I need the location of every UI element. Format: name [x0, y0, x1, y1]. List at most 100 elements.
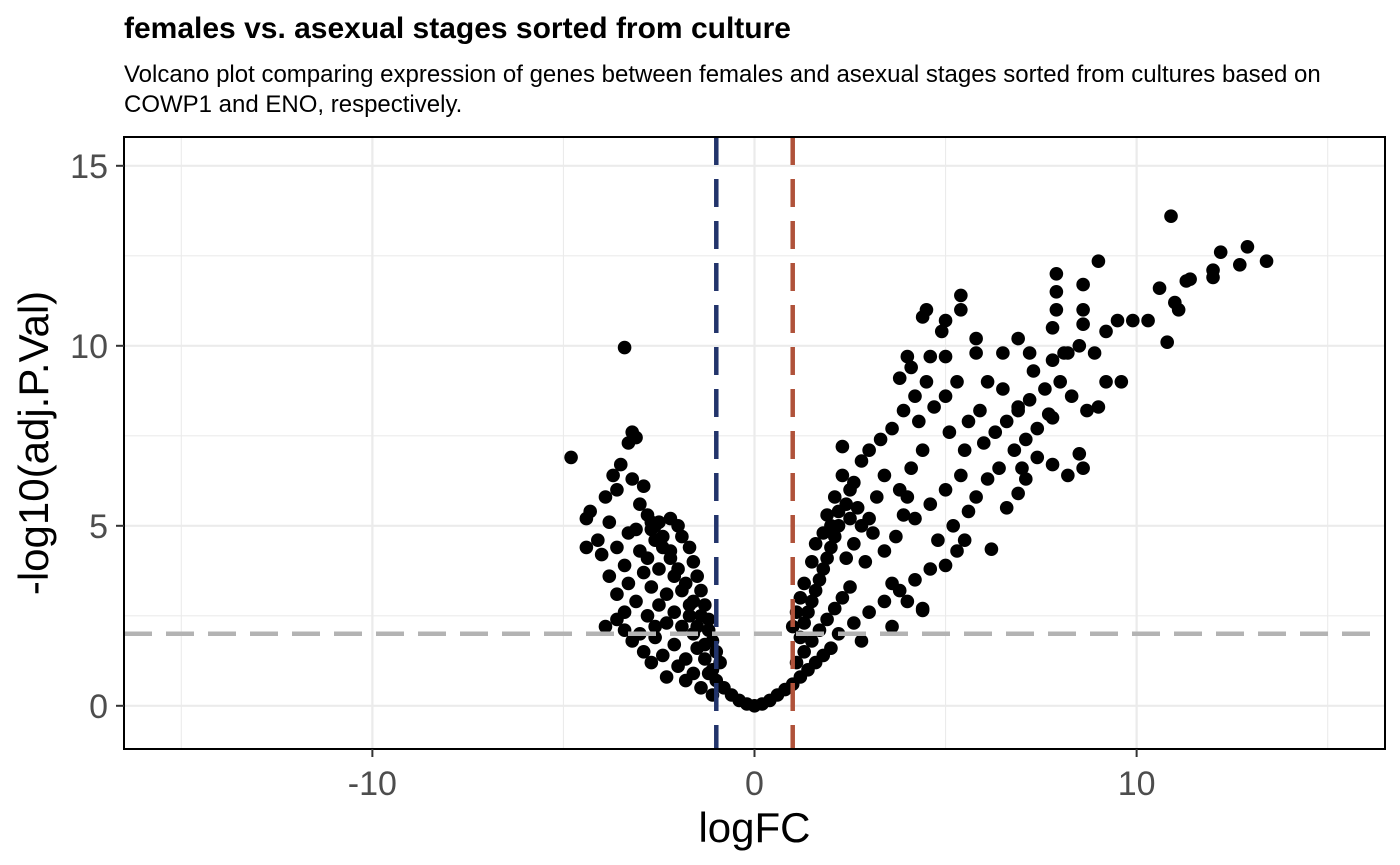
data-point — [1080, 403, 1094, 418]
data-point — [938, 313, 953, 328]
data-point — [843, 511, 857, 526]
data-point — [655, 529, 670, 544]
data-point — [820, 551, 834, 565]
data-point — [847, 537, 861, 551]
data-point — [824, 641, 838, 655]
data-point — [805, 594, 819, 609]
data-point — [927, 400, 941, 414]
data-point — [1022, 393, 1037, 407]
data-point — [686, 555, 701, 569]
data-point — [1183, 272, 1197, 287]
data-point — [969, 331, 983, 346]
data-point — [919, 375, 934, 389]
data-point — [877, 544, 892, 558]
data-point — [1011, 486, 1025, 501]
data-point — [999, 414, 1014, 429]
data-point — [1045, 321, 1060, 335]
data-point — [694, 583, 708, 598]
grid-layer — [124, 137, 1385, 749]
data-point — [854, 454, 869, 468]
data-point — [1160, 335, 1174, 350]
y-tick-label: 0 — [89, 688, 108, 726]
data-point — [827, 601, 842, 616]
data-point — [969, 346, 983, 360]
data-point — [659, 616, 674, 630]
data-point — [1049, 303, 1064, 317]
data-point — [1099, 375, 1113, 389]
y-axis-ticks: 0 5 10 15 — [70, 148, 124, 726]
chart-subtitle: Volcano plot comparing expression of gen… — [124, 61, 1321, 118]
data-point — [808, 537, 823, 551]
data-point — [613, 457, 628, 472]
data-point — [862, 605, 876, 619]
data-point — [797, 616, 811, 630]
data-point — [908, 389, 922, 404]
data-point — [1240, 240, 1255, 254]
data-point — [1045, 457, 1060, 472]
data-point — [1049, 267, 1064, 281]
data-point — [682, 540, 697, 555]
data-point — [1232, 258, 1247, 272]
x-tick-label: 0 — [745, 765, 764, 803]
data-point — [1072, 339, 1087, 353]
data-point — [980, 375, 995, 389]
data-point — [678, 673, 693, 688]
data-point — [996, 382, 1010, 396]
data-point — [1213, 245, 1228, 259]
data-point — [617, 558, 632, 573]
data-point — [805, 634, 819, 648]
data-point — [996, 346, 1010, 360]
data-point — [690, 619, 704, 634]
data-point — [1091, 400, 1106, 414]
data-point — [923, 349, 938, 364]
data-point — [648, 619, 662, 634]
data-point — [675, 619, 689, 634]
data-point — [602, 569, 617, 583]
data-point — [698, 652, 712, 666]
data-point — [1099, 324, 1113, 339]
data-point — [938, 483, 953, 497]
data-point — [659, 587, 674, 601]
data-point — [923, 497, 938, 512]
data-point — [808, 583, 823, 598]
data-point — [1259, 254, 1274, 268]
data-point — [915, 443, 930, 458]
data-point — [835, 468, 850, 483]
data-point — [640, 551, 655, 565]
data-point — [591, 533, 605, 547]
data-point — [1076, 317, 1090, 332]
data-point — [1053, 375, 1067, 389]
data-point — [885, 619, 899, 634]
data-point — [1019, 472, 1033, 486]
data-point — [610, 587, 624, 601]
data-point — [896, 508, 911, 522]
data-point — [667, 605, 682, 619]
data-point — [1171, 303, 1186, 317]
data-point — [942, 425, 957, 440]
data-point — [678, 576, 693, 591]
data-point — [900, 594, 915, 609]
data-point — [617, 623, 632, 637]
data-point — [1061, 468, 1075, 483]
data-point — [801, 605, 815, 619]
data-point — [1019, 432, 1033, 447]
data-point — [610, 540, 624, 555]
data-point — [900, 349, 915, 364]
y-tick-label: 5 — [89, 508, 108, 546]
data-point — [843, 580, 857, 594]
data-point — [824, 519, 838, 533]
reference-lines — [124, 137, 1385, 749]
data-point — [908, 511, 922, 526]
data-point — [1164, 209, 1178, 223]
data-point — [954, 288, 968, 303]
data-point — [854, 634, 869, 648]
data-point — [973, 403, 987, 418]
data-point — [1030, 421, 1045, 436]
data-point — [904, 461, 918, 476]
data-point — [984, 542, 999, 556]
data-point — [686, 594, 701, 609]
data-point — [671, 562, 685, 576]
data-point — [1076, 461, 1090, 476]
data-point — [934, 324, 949, 339]
